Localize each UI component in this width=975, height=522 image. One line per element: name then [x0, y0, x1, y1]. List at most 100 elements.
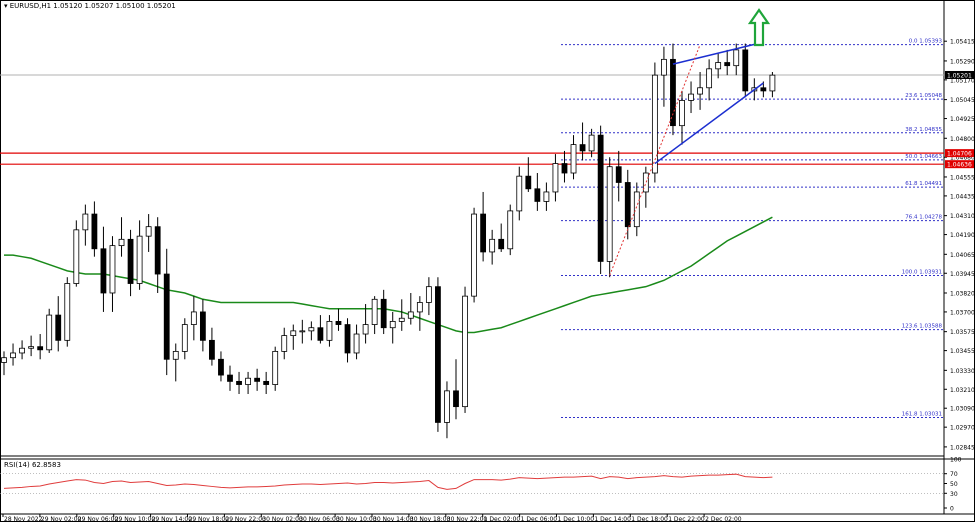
candle: [344, 318, 351, 363]
candle: [380, 289, 387, 335]
candle-body: [371, 298, 378, 325]
candle-body: [398, 317, 405, 322]
price-tick-label: 1.03455: [950, 348, 975, 355]
candle: [163, 248, 170, 376]
candle: [579, 122, 586, 161]
candle-body: [362, 324, 369, 335]
candle-body: [715, 62, 722, 70]
candle: [425, 277, 432, 316]
candle-body: [172, 350, 179, 360]
trend-line: [654, 82, 764, 165]
candle: [489, 229, 496, 265]
symbol-ohlc-label: EURUSD,H1 1.05120 1.05207 1.05100 1.0520…: [9, 2, 176, 10]
candle-body: [335, 320, 342, 325]
candle-body: [670, 58, 676, 127]
candle-body: [606, 166, 613, 262]
candle-body: [480, 213, 487, 253]
candle: [1, 351, 7, 376]
candle-body: [28, 346, 35, 349]
candle-body: [118, 238, 125, 247]
time-tick-label: 30 Nov 18:00: [410, 516, 451, 522]
candle: [670, 43, 676, 136]
candle: [326, 315, 333, 347]
candle-body: [552, 163, 559, 193]
candle: [317, 315, 324, 344]
candle-body: [742, 49, 749, 92]
price-tick-label: 1.04680: [950, 155, 975, 162]
candle: [389, 311, 396, 344]
candle-body: [236, 380, 242, 385]
candle-body: [380, 298, 387, 329]
price-tick-label: 1.03210: [950, 387, 975, 394]
time-tick-label: 30 Nov 14:00: [373, 516, 414, 522]
fib-level-label: 123.6 1.03588: [902, 324, 943, 330]
candle: [534, 173, 541, 211]
candle-body: [661, 58, 667, 76]
candle-body: [326, 320, 333, 341]
candle-body: [353, 333, 360, 354]
candle: [715, 53, 722, 79]
candle-body: [190, 311, 197, 325]
candle: [19, 340, 25, 360]
price-tick-label: 1.03945: [950, 271, 975, 278]
candle: [335, 308, 342, 331]
time-tick-label: 1 Dec 06:00: [521, 516, 558, 522]
candle: [444, 381, 450, 439]
candle-body: [561, 163, 568, 174]
candle-body: [615, 166, 622, 183]
candle: [281, 327, 288, 360]
time-tick-label: 2 Dec 02:00: [705, 516, 742, 522]
candle: [209, 327, 215, 366]
candle: [525, 157, 532, 192]
candle-body: [227, 374, 233, 382]
candle: [181, 318, 188, 360]
candle-body: [407, 311, 414, 319]
candle-body: [91, 213, 98, 250]
candle: [91, 201, 98, 257]
candle-body: [145, 226, 152, 237]
candle-body: [281, 335, 288, 352]
candle-body: [507, 210, 514, 250]
candle: [37, 334, 44, 360]
price-tick-label: 1.04435: [950, 193, 975, 200]
candle-body: [218, 358, 224, 376]
candle-body: [597, 134, 604, 262]
rsi-tick-label: 0: [950, 506, 954, 513]
candle: [55, 296, 62, 352]
candle: [227, 365, 233, 391]
candle-body: [254, 377, 261, 382]
candle-body: [272, 350, 279, 385]
candle-body: [308, 327, 315, 332]
candle-body: [73, 229, 80, 284]
price-tick-label: 1.04310: [950, 213, 975, 220]
candle-body: [109, 245, 116, 294]
candle: [254, 368, 261, 391]
candle-body: [64, 283, 71, 341]
candle-body: [706, 68, 713, 89]
moving-average-line: [4, 216, 773, 334]
candle: [353, 324, 360, 360]
candle-body: [679, 100, 685, 127]
candle: [498, 223, 505, 252]
candle: [109, 236, 116, 312]
candle-body: [642, 172, 649, 193]
candle-body: [290, 330, 297, 337]
fib-level-label: 61.8 1.04491: [905, 181, 942, 187]
time-tick-label: 29 Nov 18:00: [189, 516, 230, 522]
candle-body: [579, 144, 586, 152]
candle-body: [245, 377, 251, 385]
candle: [606, 157, 613, 278]
candle: [516, 166, 523, 221]
price-tick-label: 1.03575: [950, 329, 975, 336]
candle-body: [317, 327, 324, 341]
candle: [172, 343, 179, 382]
candle: [190, 296, 197, 341]
candle-body: [435, 286, 441, 423]
time-tick-label: 29 Nov 14:00: [152, 516, 193, 522]
candle: [688, 81, 694, 114]
collapse-triangle-icon[interactable]: ▾: [4, 2, 8, 10]
rsi-tick-label: 70: [950, 471, 958, 478]
trend-line: [672, 43, 755, 65]
price-tick-label: 1.03700: [950, 309, 975, 316]
